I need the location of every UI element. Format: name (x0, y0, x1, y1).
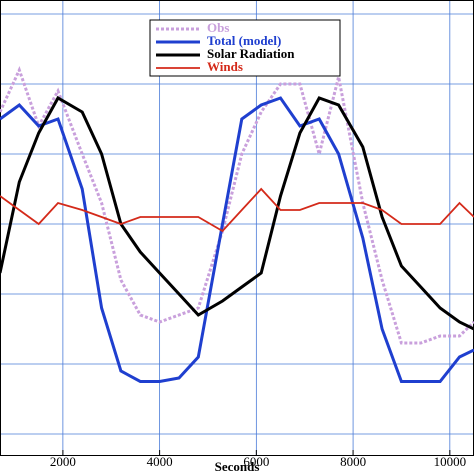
x-tick-label: 8000 (340, 454, 366, 469)
legend-label: Total (model) (207, 33, 281, 48)
x-tick-label: 10000 (434, 454, 467, 469)
x-tick-label: 4000 (147, 454, 173, 469)
x-axis-label: Seconds (215, 459, 260, 474)
legend-label: Solar Radiation (207, 46, 295, 61)
legend-box (149, 19, 341, 77)
legend-label: Obs (207, 20, 229, 35)
series-line (0, 187, 474, 233)
x-tick-label: 6000 (243, 454, 269, 469)
series-line (0, 96, 474, 383)
series-line (0, 65, 474, 345)
x-tick-label: 2000 (50, 454, 76, 469)
legend-label: Winds (207, 59, 243, 74)
series-line (0, 95, 474, 331)
